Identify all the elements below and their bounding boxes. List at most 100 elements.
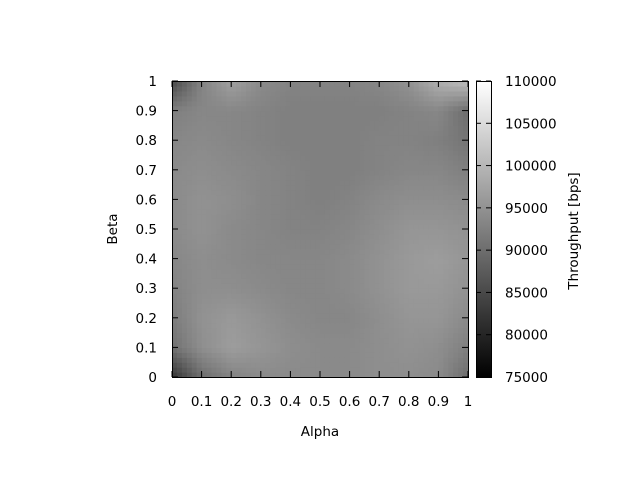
heatmap-cell: [413, 283, 420, 289]
heatmap-cell: [221, 159, 227, 166]
heatmap-cell: [305, 243, 311, 250]
heatmap-cell: [176, 95, 183, 102]
heatmap-cell: [354, 317, 361, 324]
heatmap-cell: [369, 342, 375, 348]
heatmap-cell: [216, 298, 222, 304]
heatmap-cell: [186, 322, 193, 329]
heatmap-cell: [231, 317, 237, 324]
heatmap-cell: [369, 327, 375, 334]
heatmap-cell: [241, 169, 247, 176]
heatmap-cell: [403, 140, 410, 146]
heatmap-cell: [329, 135, 336, 141]
heatmap-cell: [443, 263, 449, 270]
heatmap-cell: [329, 283, 336, 289]
heatmap-cell: [398, 219, 405, 225]
heatmap-cell: [384, 288, 390, 294]
heatmap-cell: [216, 85, 222, 92]
heatmap-cell: [206, 184, 213, 191]
heatmap-cell: [374, 278, 380, 284]
heatmap-cell: [453, 90, 459, 97]
heatmap-cell: [354, 253, 361, 260]
heatmap-cell: [364, 307, 370, 314]
heatmap-cell: [384, 199, 390, 205]
heatmap-cell: [413, 253, 420, 260]
heatmap-cell: [453, 169, 459, 176]
heatmap-cell: [315, 362, 321, 368]
heatmap-cell: [176, 278, 183, 284]
heatmap-cell: [191, 342, 198, 348]
heatmap-cell: [280, 209, 287, 215]
heatmap-cell: [438, 81, 444, 87]
heatmap-cell: [226, 135, 232, 141]
heatmap-cell: [255, 332, 262, 339]
heatmap-cell: [329, 81, 336, 87]
heatmap-cell: [265, 248, 272, 255]
heatmap-cell: [226, 273, 232, 279]
heatmap-cell: [310, 125, 316, 131]
heatmap-cell: [280, 298, 287, 304]
heatmap-cell: [246, 298, 252, 304]
heatmap-cell: [255, 199, 262, 205]
heatmap-cell: [226, 164, 232, 171]
heatmap-cell: [418, 243, 425, 250]
heatmap-cell: [201, 150, 208, 156]
heatmap-cell: [241, 179, 247, 186]
heatmap-cell: [320, 95, 326, 102]
heatmap-cell: [339, 342, 346, 348]
heatmap-cell: [280, 248, 287, 255]
heatmap-cell: [186, 268, 193, 274]
heatmap-cell: [384, 115, 390, 122]
heatmap-cell: [211, 362, 217, 368]
heatmap-cell: [285, 278, 291, 284]
heatmap-cell: [280, 229, 287, 235]
heatmap-cell: [453, 312, 459, 319]
heatmap-cell: [176, 90, 183, 97]
heatmap-cell: [408, 174, 415, 181]
heatmap-cell: [374, 233, 380, 240]
heatmap-cell: [206, 253, 213, 260]
heatmap-cell: [398, 145, 405, 151]
heatmap-cell: [359, 303, 365, 309]
heatmap-cell: [260, 145, 267, 151]
heatmap-cell: [458, 204, 464, 210]
heatmap-cell: [270, 145, 277, 151]
heatmap-cell: [369, 273, 375, 279]
heatmap-cell: [221, 327, 227, 334]
heatmap-cell: [236, 367, 242, 373]
heatmap-cell: [354, 288, 361, 294]
heatmap-cell: [181, 145, 188, 151]
heatmap-cell: [453, 263, 459, 270]
heatmap-cell: [300, 150, 306, 156]
heatmap-cell: [172, 229, 178, 235]
heatmap-cell: [305, 312, 311, 319]
heatmap-cell: [246, 115, 252, 122]
heatmap-cell: [305, 317, 311, 324]
heatmap-cell: [231, 303, 237, 309]
heatmap-cell: [211, 214, 217, 220]
heatmap-cell: [463, 342, 469, 348]
heatmap-cell: [339, 303, 346, 309]
heatmap-cell: [384, 174, 390, 181]
heatmap-cell: [226, 95, 232, 102]
heatmap-cell: [290, 357, 296, 363]
heatmap-cell: [176, 327, 183, 334]
heatmap-cell: [418, 174, 425, 181]
heatmap-cell: [260, 95, 267, 102]
heatmap-cell: [250, 194, 257, 200]
heatmap-cell: [354, 135, 361, 141]
heatmap-cell: [211, 352, 217, 358]
heatmap-cell: [255, 322, 262, 329]
heatmap-cell: [250, 95, 257, 102]
heatmap-cell: [408, 258, 415, 265]
heatmap-cell: [413, 352, 420, 358]
heatmap-cell: [329, 362, 336, 368]
heatmap-cell: [359, 164, 365, 171]
x-tick-label: 0.7: [368, 394, 389, 410]
heatmap-cell: [329, 317, 336, 324]
heatmap-cell: [255, 352, 262, 358]
heatmap-cell: [315, 214, 321, 220]
heatmap-cell: [389, 169, 395, 176]
heatmap-cell: [334, 283, 341, 289]
heatmap-cell: [186, 204, 193, 210]
heatmap-cell: [295, 327, 301, 334]
